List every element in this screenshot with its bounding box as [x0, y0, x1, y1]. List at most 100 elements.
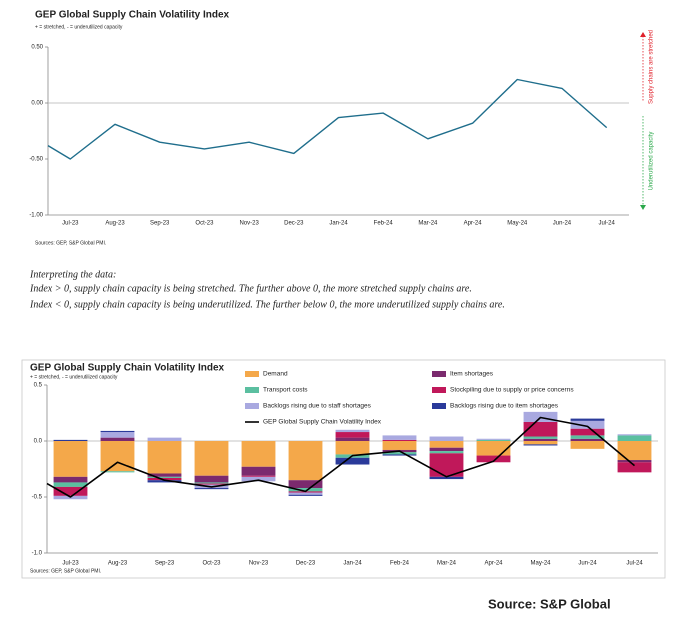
x-tick-label: Sep-23: [155, 561, 175, 567]
bar-segment: [570, 435, 605, 439]
bar-segment: [194, 475, 229, 483]
y-tick-label: 0.0: [34, 439, 43, 445]
bar-segment: [53, 476, 88, 483]
bar-segment: [570, 438, 605, 441]
bar-segment: [147, 473, 182, 477]
x-tick-label: Mar-24: [418, 221, 438, 227]
y-tick-label: -1.00: [29, 213, 43, 219]
legend-marker: [245, 403, 259, 409]
x-tick-label: Feb-24: [374, 221, 394, 227]
legend-label: Stockpiling due to supply or price conce…: [450, 387, 574, 394]
interpretation-line: Index > 0, supply chain capacity is bein…: [29, 283, 472, 294]
legend-label: GEP Global Supply Chain Volatility Index: [263, 419, 382, 426]
x-tick-label: Mar-24: [437, 561, 457, 567]
bar-segment: [523, 438, 558, 441]
interpretation-heading: Interpreting the data:: [29, 269, 116, 280]
x-tick-label: Jun-24: [553, 221, 572, 227]
bar-segment: [335, 437, 370, 441]
y-tick-label: 0.5: [34, 383, 43, 389]
x-tick-label: Jul-24: [598, 221, 615, 227]
bar-segment: [288, 480, 323, 489]
x-tick-label: May-24: [507, 221, 528, 227]
source: Source: S&P Global: [488, 596, 611, 611]
annotation: Underutilized capacity: [649, 132, 655, 191]
legend-marker: [245, 387, 259, 393]
bar-segment: [429, 441, 464, 448]
annotation-arrow: [640, 205, 646, 210]
bar-segment: [288, 492, 323, 495]
bar-segment: [570, 418, 605, 421]
x-tick-label: Aug-23: [108, 561, 128, 567]
x-tick-label: Jul-23: [62, 561, 79, 567]
chart-title: GEP Global Supply Chain Volatility Index: [35, 10, 230, 21]
x-tick-label: Jul-23: [62, 221, 79, 227]
x-tick-label: Feb-24: [390, 561, 410, 567]
chart-subtitle: + = stretched, - = underutilized capacit…: [30, 374, 118, 380]
legend-label: Backlogs rising due to item shortages: [450, 403, 559, 410]
bar-segment: [147, 480, 182, 483]
bar-segment: [147, 437, 182, 441]
bar-segment: [617, 441, 652, 461]
chart-subtitle: + = stretched, - = underutilized capacit…: [35, 24, 123, 30]
bar-segment: [382, 454, 417, 456]
bar-segment: [241, 475, 276, 477]
bar-segment: [429, 451, 464, 454]
bar-segment: [241, 466, 276, 476]
bar-segment: [617, 434, 652, 436]
bar-segment: [382, 441, 417, 450]
bar-segment: [147, 477, 182, 481]
y-tick-label: -1.0: [32, 551, 43, 557]
bar-segment: [147, 476, 182, 478]
bar-segment: [100, 430, 135, 433]
bar-segment: [100, 432, 135, 438]
bar-segment: [194, 482, 229, 484]
bar-segment: [570, 441, 605, 449]
bar-segment: [241, 476, 276, 482]
x-tick-label: Dec-23: [296, 561, 316, 567]
bar-segment: [335, 457, 370, 465]
bar-segment: [570, 420, 605, 429]
x-tick-label: Sep-23: [150, 221, 170, 227]
bar-segment: [194, 488, 229, 490]
x-tick-label: Apr-24: [484, 561, 503, 567]
chart-frame: [21, 359, 666, 579]
bar-segment: [100, 471, 135, 473]
bar-segment: [429, 436, 464, 441]
bar-segment: [476, 455, 511, 463]
bar-segment: [288, 494, 323, 496]
legend-label: Backlogs rising due to staff shortages: [263, 403, 372, 410]
bar-segment: [617, 462, 652, 473]
x-tick-label: Jun-24: [578, 561, 597, 567]
x-tick-label: Oct-23: [195, 221, 214, 227]
legend-marker: [432, 403, 446, 409]
line: [46, 416, 636, 498]
chart-source: Sources: GEP, S&P Global PMI.: [30, 568, 101, 574]
legend-label: Transport costs: [263, 387, 308, 394]
bar-segment: [241, 441, 276, 467]
bar-segment: [288, 441, 323, 481]
bar-segment: [53, 439, 88, 441]
x-tick-label: Nov-23: [249, 561, 269, 567]
bar-segment: [100, 437, 135, 441]
y-tick-label: -0.5: [32, 495, 43, 501]
bar-segment: [523, 441, 558, 445]
bar-segment: [523, 444, 558, 446]
bar-segment: [429, 476, 464, 480]
x-tick-label: Oct-23: [202, 561, 221, 567]
chart-source: Sources: GEP, S&P Global PMI.: [35, 240, 106, 246]
bar-segment: [617, 435, 652, 441]
x-tick-label: Jan-24: [343, 561, 362, 567]
bar-segment: [335, 432, 370, 438]
x-tick-label: Jul-24: [626, 561, 643, 567]
bar-segment: [382, 435, 417, 440]
legend-label: Demand: [263, 371, 288, 378]
bar-segment: [335, 429, 370, 433]
bar-segment: [523, 436, 558, 439]
bar-segment: [194, 483, 229, 485]
legend-marker: [432, 371, 446, 377]
bar-segment: [147, 441, 182, 474]
annotation: Supply chains are stretched: [649, 30, 655, 104]
bar-segment: [53, 441, 88, 477]
bar-segment: [476, 441, 511, 456]
